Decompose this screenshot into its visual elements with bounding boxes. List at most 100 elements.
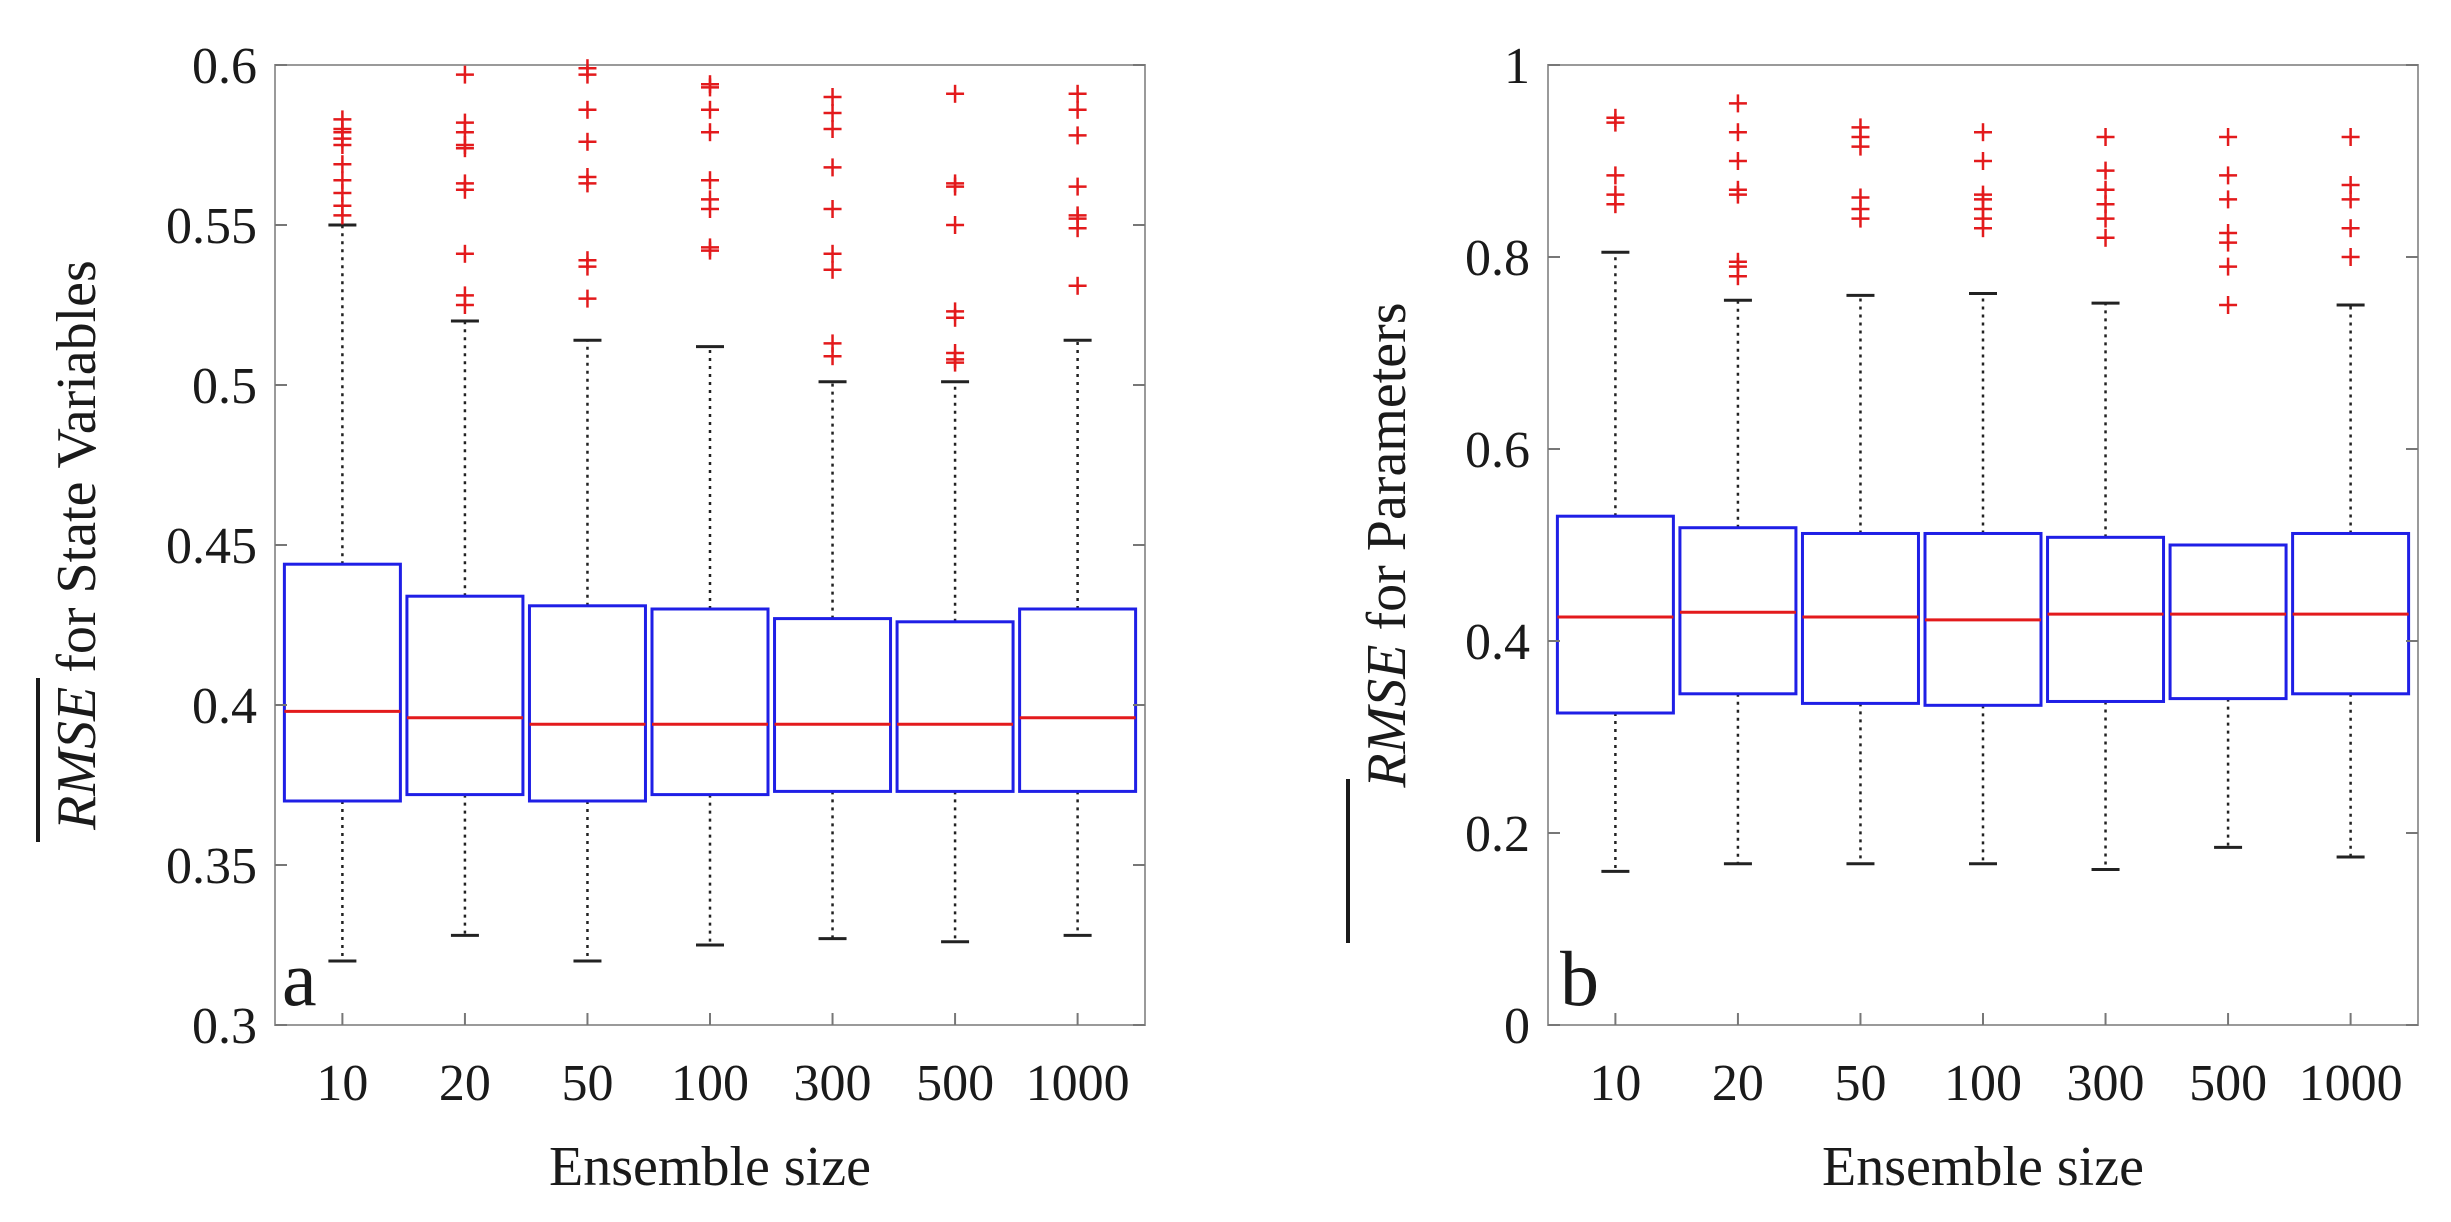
box-group bbox=[405, 65, 525, 937]
outlier-marker bbox=[2096, 161, 2115, 180]
outlier-marker bbox=[2219, 296, 2238, 314]
box-group bbox=[1018, 84, 1138, 937]
outlier-marker bbox=[2219, 257, 2238, 276]
outlier-marker bbox=[2096, 228, 2115, 247]
x-tick-label: 100 bbox=[671, 1055, 749, 1112]
outlier-marker bbox=[2096, 128, 2115, 146]
outlier-marker bbox=[1728, 252, 1747, 271]
x-tick-label: 1000 bbox=[1026, 1055, 1130, 1112]
outlier-marker bbox=[823, 104, 842, 122]
y-tick-label: 0.35 bbox=[166, 838, 257, 895]
outlier-marker bbox=[946, 302, 965, 321]
y-tick-label: 0.8 bbox=[1465, 230, 1530, 287]
outlier-marker bbox=[333, 110, 352, 129]
panel-b-xticks: 10 20 50 100 300 500 1000 bbox=[1589, 1013, 2403, 1112]
outlier-marker bbox=[1728, 94, 1747, 113]
x-tick-label: 20 bbox=[1712, 1055, 1764, 1112]
box-group bbox=[2046, 128, 2166, 871]
x-tick-label: 300 bbox=[794, 1055, 872, 1112]
outlier-marker bbox=[1728, 152, 1747, 170]
outlier-marker bbox=[1851, 118, 1870, 137]
y-tick-label: 0.6 bbox=[1465, 422, 1530, 479]
x-tick-label: 10 bbox=[316, 1055, 368, 1112]
outlier-marker bbox=[2341, 128, 2360, 146]
iqr-box bbox=[773, 617, 893, 793]
panel-a-ylabel: RMSE for State Variables bbox=[46, 260, 108, 831]
iqr-box bbox=[282, 562, 402, 803]
outlier-marker bbox=[1728, 180, 1747, 199]
panel-b-ylabel-rmse: RMSE bbox=[1356, 645, 1418, 789]
outlier-marker bbox=[823, 120, 842, 138]
outlier-marker bbox=[578, 168, 597, 186]
outlier-marker bbox=[578, 289, 597, 308]
outlier-marker bbox=[823, 158, 842, 177]
outlier-marker bbox=[1068, 126, 1087, 145]
outlier-marker bbox=[1068, 276, 1087, 295]
box-group bbox=[282, 110, 402, 963]
outlier-marker bbox=[1974, 123, 1992, 142]
outlier-marker bbox=[946, 344, 965, 362]
panel-b: 0 0.2 0.4 0.6 0.8 1 10 20 50 100 300 500 1000 b Ens… bbox=[1346, 38, 2419, 1198]
outlier-marker bbox=[455, 244, 474, 263]
y-tick-label: 0.45 bbox=[166, 518, 257, 575]
panel-a-xticks: 10 20 50 100 300 500 1000 bbox=[316, 1013, 1130, 1112]
outlier-marker bbox=[455, 174, 474, 193]
outlier-marker bbox=[578, 251, 597, 270]
outlier-marker bbox=[2219, 190, 2238, 209]
panel-a-xlabel: Ensemble size bbox=[549, 1136, 871, 1198]
panel-b-ylabel-rest: for Parameters bbox=[1356, 302, 1418, 644]
box-group bbox=[1923, 123, 2043, 866]
panel-b-xlabel: Ensemble size bbox=[1822, 1136, 2144, 1198]
outlier-marker bbox=[823, 244, 842, 263]
outlier-marker bbox=[455, 65, 474, 84]
outlier-marker bbox=[2219, 166, 2238, 185]
outlier-marker bbox=[701, 123, 719, 142]
panel-b-marks bbox=[1555, 94, 2411, 873]
panel-b-yticks: 0 0.2 0.4 0.6 0.8 1 bbox=[1465, 38, 2418, 1055]
x-tick-label: 300 bbox=[2067, 1055, 2145, 1112]
x-tick-label: 50 bbox=[561, 1055, 613, 1112]
outlier-marker bbox=[823, 88, 842, 106]
outlier-marker bbox=[946, 174, 965, 193]
x-tick-label: 1000 bbox=[2299, 1055, 2403, 1112]
outlier-marker bbox=[1974, 185, 1992, 204]
box-group bbox=[773, 88, 893, 941]
x-tick-label: 20 bbox=[439, 1055, 491, 1112]
iqr-box bbox=[650, 607, 770, 797]
outlier-marker bbox=[823, 200, 842, 218]
iqr-box bbox=[2046, 535, 2166, 703]
outlier-marker bbox=[2341, 219, 2360, 238]
iqr-box bbox=[405, 594, 525, 797]
y-tick-label: 0.55 bbox=[166, 198, 257, 255]
panel-a-marks bbox=[282, 59, 1138, 963]
panel-a: 0.3 0.35 0.4 0.45 0.5 0.55 0.6 10 20 50 100 300 500… bbox=[36, 38, 1146, 1198]
x-tick-label: 500 bbox=[2189, 1055, 2267, 1112]
outlier-marker bbox=[1851, 188, 1870, 207]
panel-a-yticks: 0.3 0.35 0.4 0.45 0.5 0.55 0.6 bbox=[166, 38, 1145, 1055]
iqr-box bbox=[1555, 514, 1675, 715]
y-tick-label: 1 bbox=[1504, 38, 1530, 95]
x-tick-label: 100 bbox=[1944, 1055, 2022, 1112]
outlier-marker bbox=[823, 260, 842, 279]
y-tick-label: 0.2 bbox=[1465, 806, 1530, 863]
outlier-marker bbox=[333, 155, 352, 174]
iqr-box bbox=[2168, 543, 2288, 701]
outlier-marker bbox=[823, 334, 842, 353]
outlier-marker bbox=[701, 190, 719, 209]
y-tick-label: 0.5 bbox=[192, 358, 257, 415]
outlier-marker bbox=[2341, 248, 2360, 266]
panel-a-ylabel-rmse: RMSE bbox=[46, 687, 108, 831]
outlier-marker bbox=[701, 75, 719, 94]
outlier-marker bbox=[578, 132, 597, 151]
x-tick-label: 500 bbox=[916, 1055, 994, 1112]
outlier-marker bbox=[2219, 224, 2238, 242]
y-tick-label: 0 bbox=[1504, 998, 1530, 1055]
box-group bbox=[1678, 94, 1798, 866]
outlier-marker bbox=[1068, 100, 1087, 119]
y-tick-label: 0.4 bbox=[1465, 614, 1530, 671]
iqr-box bbox=[1018, 607, 1138, 793]
y-tick-label: 0.3 bbox=[192, 998, 257, 1055]
outlier-marker bbox=[455, 286, 474, 305]
outlier-marker bbox=[578, 100, 597, 119]
